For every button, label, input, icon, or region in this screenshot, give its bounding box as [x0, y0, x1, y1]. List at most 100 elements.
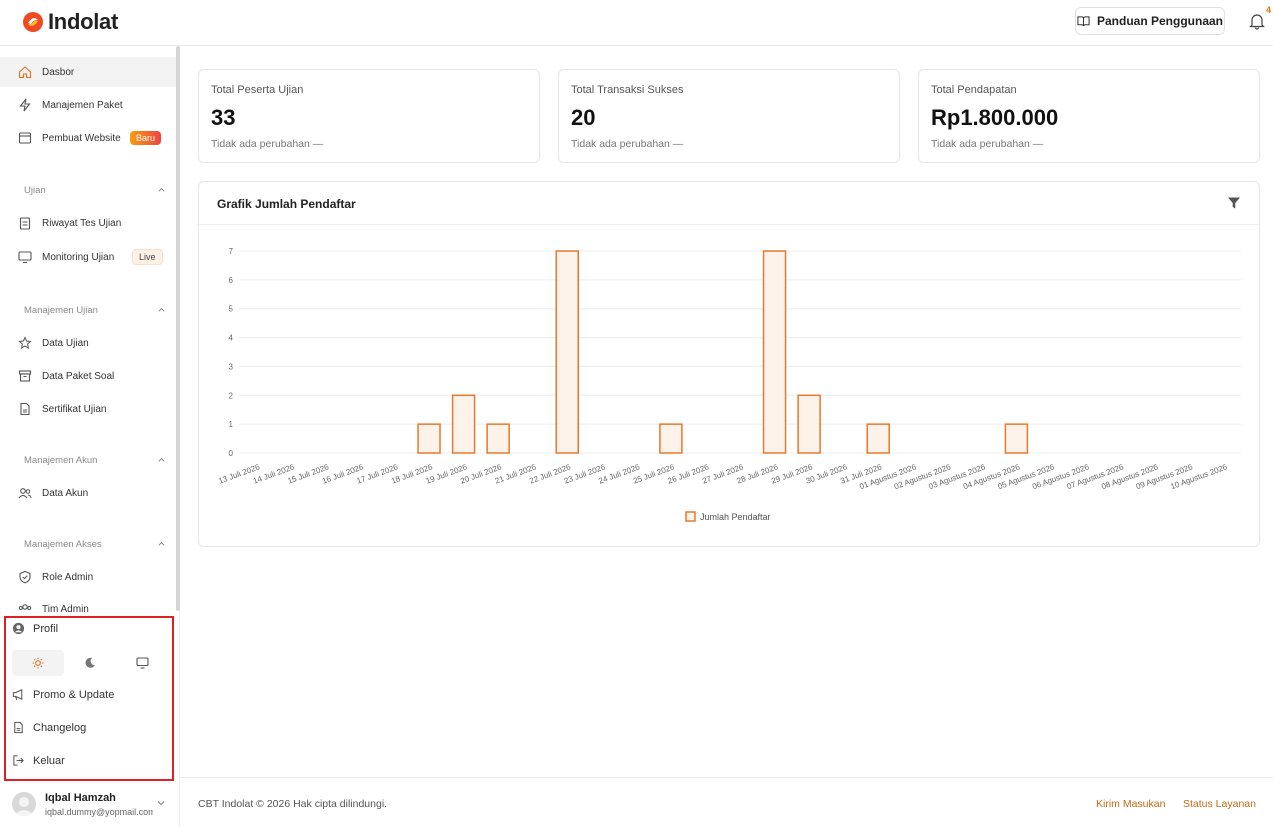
stat-change: Tidak ada perubahan —	[211, 138, 324, 150]
y-tick-label: 7	[229, 247, 234, 256]
users-icon	[18, 488, 32, 499]
system-theme-button[interactable]	[116, 650, 168, 676]
registrant-chart-card: Grafik Jumlah Pendaftar 0 1 2 3 4 5 6 7 13 Juli …	[198, 181, 1260, 547]
chevron-up-icon	[158, 307, 165, 312]
chart-bar	[797, 394, 821, 454]
chevron-up-icon	[158, 541, 165, 546]
user-name: Iqbal Hamzah	[45, 792, 116, 804]
y-tick-label: 2	[229, 391, 234, 400]
user-guide-label: Panduan Penggunaan	[1096, 14, 1223, 28]
new-badge: Baru	[130, 131, 162, 145]
chart-bar	[659, 423, 683, 454]
sidebar-item-monitoring-ujian[interactable]: Monitoring Ujian Live	[0, 242, 176, 272]
logout-label: Keluar	[33, 754, 65, 767]
sidebar-item-tim-admin[interactable]: Tim Admin	[0, 594, 176, 624]
clipboard-icon	[19, 217, 31, 230]
sidebar-item-sertifikat-ujian[interactable]: Sertifikat Ujian	[0, 394, 176, 424]
home-icon	[18, 66, 32, 79]
sidebar-item-data-paket-soal[interactable]: Data Paket Soal	[0, 361, 176, 391]
sidebar-item-label: Riwayat Tes Ujian	[42, 217, 122, 229]
y-tick-label: 6	[229, 276, 234, 285]
stat-card-peserta: Total Peserta Ujian 33 Tidak ada perubah…	[198, 69, 540, 163]
stat-title: Total Pendapatan	[931, 84, 1017, 96]
section-manajemen-akun[interactable]: Manajemen Akun	[24, 455, 174, 466]
live-badge: Live	[132, 249, 163, 265]
section-title: Manajemen Akun	[24, 455, 98, 466]
sidebar-item-data-akun[interactable]: Data Akun	[0, 478, 176, 508]
sidebar-item-label: Data Ujian	[42, 337, 89, 349]
logo-mark-icon	[23, 12, 43, 32]
feedback-link[interactable]: Kirim Masukan	[1096, 798, 1166, 810]
stat-card-transaksi: Total Transaksi Sukses 20 Tidak ada peru…	[558, 69, 900, 163]
y-tick-label: 5	[229, 305, 234, 314]
logout-icon	[13, 755, 24, 766]
filter-icon[interactable]	[1227, 196, 1241, 210]
dark-theme-button[interactable]	[64, 650, 116, 676]
monitor-icon	[135, 657, 149, 669]
sidebar-item-label: Tim Admin	[42, 603, 89, 615]
chevron-up-icon	[158, 187, 165, 192]
chart-title: Grafik Jumlah Pendaftar	[217, 197, 356, 211]
footer: CBT Indolat © 2026 Hak cipta dilindungi.…	[180, 777, 1273, 827]
user-guide-button[interactable]: Panduan Penggunaan	[1075, 7, 1225, 35]
promo-label: Promo & Update	[33, 688, 115, 701]
section-ujian[interactable]: Ujian	[24, 185, 174, 196]
sidebar-item-label: Sertifikat Ujian	[42, 403, 107, 415]
sidebar-item-label: Monitoring Ujian	[42, 251, 115, 263]
chart-bar	[555, 250, 579, 454]
stat-change: Tidak ada perubahan —	[931, 138, 1044, 150]
document-icon	[20, 402, 30, 416]
moon-icon	[85, 657, 95, 668]
profile-menu-promo[interactable]: Promo & Update	[12, 688, 114, 701]
sidebar-item-label: Pembuat Website	[42, 132, 121, 144]
sidebar-item-dasbor[interactable]: Dasbor	[0, 57, 176, 87]
sidebar-item-manajemen-paket[interactable]: Manajemen Paket	[0, 90, 176, 120]
stat-card-pendapatan: Total Pendapatan Rp1.800.000 Tidak ada p…	[918, 69, 1260, 163]
sidebar-item-label: Manajemen Paket	[42, 99, 123, 111]
sidebar-item-role-admin[interactable]: Role Admin	[0, 562, 176, 592]
profile-menu-changelog[interactable]: Changelog	[12, 721, 86, 734]
service-status-link[interactable]: Status Layanan	[1183, 798, 1256, 810]
profile-menu-profil[interactable]: Profil	[12, 622, 58, 635]
section-manajemen-akses[interactable]: Manajemen Akses	[24, 539, 174, 550]
chart-bar	[417, 423, 441, 454]
theme-switcher	[12, 650, 168, 676]
y-tick-label: 4	[229, 334, 234, 343]
chart-bar	[486, 423, 510, 454]
section-manajemen-ujian[interactable]: Manajemen Ujian	[24, 305, 174, 316]
chevron-up-icon	[158, 457, 165, 462]
team-icon	[18, 604, 32, 610]
sidebar-scrollbar[interactable]	[176, 46, 180, 611]
document-icon	[14, 721, 23, 734]
avatar-placeholder-icon	[14, 797, 34, 816]
sidebar-item-label: Data Paket Soal	[42, 370, 115, 382]
sidebar-item-label: Dasbor	[42, 66, 75, 78]
chart-header: Grafik Jumlah Pendaftar	[199, 182, 1259, 225]
logo[interactable]: Indolat	[22, 9, 118, 35]
stat-value: 33	[211, 105, 236, 130]
profile-label: Profil	[33, 622, 59, 635]
stat-title: Total Peserta Ujian	[211, 84, 304, 96]
avatar	[12, 792, 36, 816]
section-title: Ujian	[24, 185, 46, 196]
stat-value: Rp1.800.000	[931, 105, 1059, 130]
stat-title: Total Transaksi Sukses	[571, 84, 684, 96]
stat-change: Tidak ada perubahan —	[571, 138, 684, 150]
changelog-label: Changelog	[33, 721, 87, 734]
y-tick-label: 1	[229, 420, 234, 429]
section-title: Manajemen Akses	[24, 539, 102, 550]
sidebar-item-riwayat-tes-ujian[interactable]: Riwayat Tes Ujian	[0, 208, 176, 238]
profile-menu-keluar[interactable]: Keluar	[12, 754, 65, 767]
light-theme-button[interactable]	[12, 650, 64, 676]
notification-bell-icon[interactable]	[1248, 12, 1266, 30]
bolt-icon	[19, 98, 31, 112]
shield-icon	[19, 570, 31, 584]
y-tick-label: 0	[229, 449, 234, 458]
book-icon	[1077, 15, 1090, 26]
sidebar-item-data-ujian[interactable]: Data Ujian	[0, 328, 176, 358]
top-header: Indolat Panduan Penggunaan 4	[0, 0, 1273, 46]
chart-bar	[762, 250, 787, 454]
sidebar-item-pembuat-website[interactable]: Pembuat Website Baru	[0, 123, 176, 153]
user-account-toggle[interactable]: Iqbal Hamzah iqbal.dummy@yopmail.com	[0, 784, 180, 827]
